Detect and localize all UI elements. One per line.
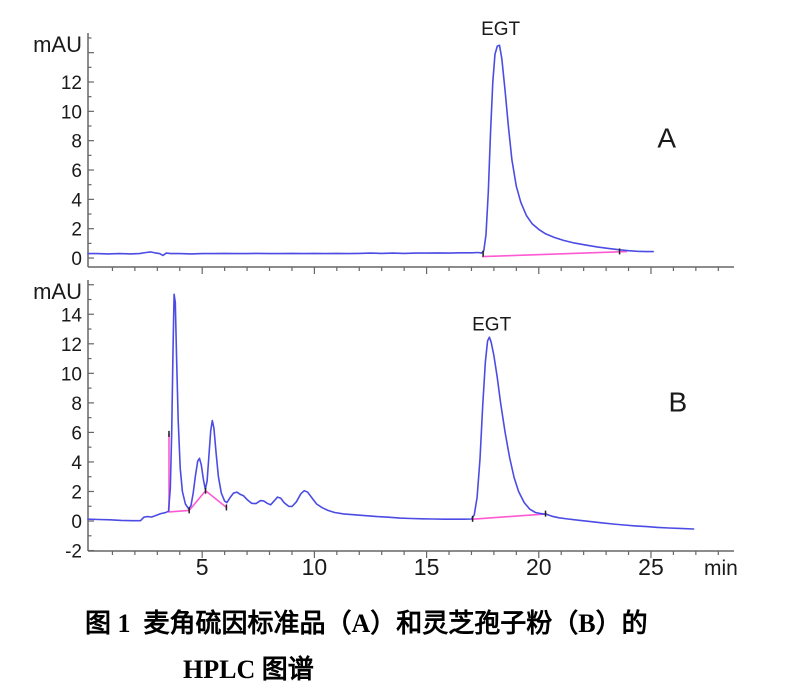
panel-B-y-tick-label: -2 <box>65 542 82 563</box>
panel-A-y-tick-label: 0 <box>71 249 82 270</box>
x-axis-unit-label: min <box>704 557 738 580</box>
figure-caption-line1: 图 1 麦角硫因标准品（A）和灵芝孢子粉（B）的 <box>85 609 648 638</box>
panel-A-y-tick-label: 2 <box>71 220 82 241</box>
panel-B-y-tick-label: 14 <box>61 305 83 326</box>
panel-B-y-tick-label: 8 <box>71 394 82 415</box>
panel-A-annotation-A: A <box>657 122 676 153</box>
panel-B-y-tick-label: 4 <box>71 453 82 474</box>
panel-A-annotation-EGT: EGT <box>481 19 520 40</box>
panel-A-y-tick-label: 4 <box>71 190 82 211</box>
panel-B-chromatogram <box>87 293 695 530</box>
panel-A-y-tick-label: 6 <box>71 161 82 182</box>
panel-B-y-tick-label: 2 <box>71 482 82 503</box>
x-tick-label: 5 <box>196 554 209 580</box>
panel-B-y-tick-label: 0 <box>71 512 82 533</box>
panel-A-y-tick-label: 8 <box>71 132 82 153</box>
panel-A-integration-baseline <box>481 250 628 258</box>
panel-B-annotation-EGT: EGT <box>472 315 511 336</box>
x-tick-label: 15 <box>414 554 440 580</box>
panel-A-y-tick-label: 10 <box>61 102 82 123</box>
panel-A-y-axis-unit-label: mAU <box>33 32 82 57</box>
panel-A-y-tick-label: 12 <box>61 73 82 94</box>
panel-B-y-axis-unit-label: mAU <box>33 279 82 304</box>
figure-caption-line2: HPLC 图谱 <box>183 655 314 684</box>
panel-A-chromatogram <box>87 44 655 257</box>
panel-B-y-tick-label: 6 <box>71 423 82 444</box>
panel-B-integration-baseline-early-peaks <box>168 489 228 513</box>
x-tick-label: 20 <box>526 554 552 580</box>
panel-B-annotation-B: B <box>669 387 688 418</box>
x-tick-label: 25 <box>638 554 664 580</box>
panel-B-y-tick-label: 12 <box>61 335 82 356</box>
x-tick-label: 10 <box>302 554 328 580</box>
panel-B-y-tick-label: 10 <box>61 364 82 385</box>
panel-B-integration-baseline-egt <box>471 513 548 521</box>
